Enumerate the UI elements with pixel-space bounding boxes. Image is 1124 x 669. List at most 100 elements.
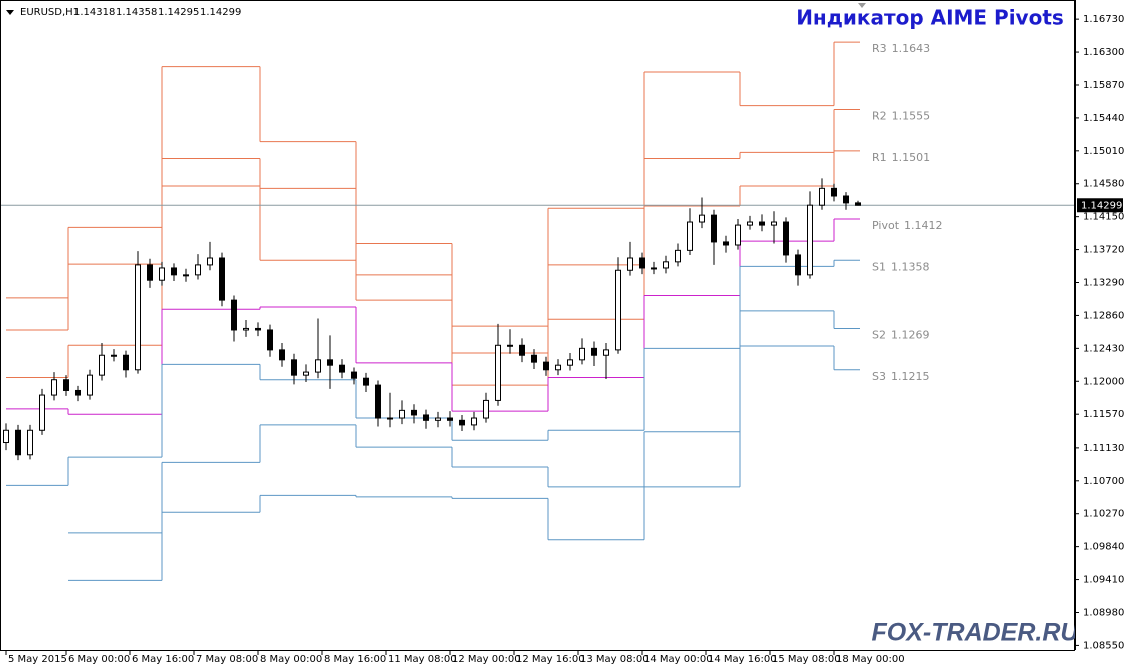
candle-body <box>543 361 549 371</box>
candle-body <box>663 261 669 269</box>
candle-body <box>627 257 633 271</box>
candle-body <box>591 347 597 356</box>
candle-body <box>111 354 117 357</box>
y-tick-label: 1.12000 <box>1083 376 1124 387</box>
candle-body <box>159 267 165 281</box>
level-value: 1.1358 <box>891 260 930 273</box>
candle-body <box>759 221 765 226</box>
candle-body <box>783 221 789 256</box>
ohlc-value: 1.14318 <box>74 7 115 18</box>
x-tick-label: 8 May 00:00 <box>260 654 322 665</box>
level-value: 1.1269 <box>891 328 930 341</box>
x-tick-label: 5 May 2015 <box>8 654 67 665</box>
symbol-menu-icon[interactable] <box>6 10 14 15</box>
x-tick-label: 7 May 08:00 <box>196 654 258 665</box>
y-tick-label: 1.16730 <box>1083 14 1124 25</box>
candle-body <box>555 364 561 371</box>
y-tick-label: 1.16300 <box>1083 47 1124 58</box>
candle-body <box>63 379 69 391</box>
candle-body <box>279 349 285 361</box>
candle-body <box>423 414 429 421</box>
candle-body <box>771 221 777 226</box>
x-tick-label: 18 May 00:00 <box>836 654 905 665</box>
candle-body <box>195 264 201 276</box>
candle-body <box>579 347 585 361</box>
level-value: 1.1215 <box>891 370 930 383</box>
level-name: R3 <box>872 42 887 55</box>
level-label: S2 1.1269 <box>872 328 929 341</box>
y-tick-label: 1.10700 <box>1083 476 1124 487</box>
candle-body <box>291 359 297 376</box>
ohlc-value: 1.14299 <box>200 7 241 18</box>
candle-body <box>411 409 417 416</box>
watermark: FOX-TRADER.RU <box>872 619 1080 647</box>
y-tick-label: 1.15870 <box>1083 80 1124 91</box>
candle-body <box>699 214 705 223</box>
candle-body <box>303 371 309 376</box>
candle-body <box>615 269 621 351</box>
candle-body <box>15 429 21 456</box>
candle-body <box>567 359 573 366</box>
y-tick-label: 1.08550 <box>1083 640 1124 651</box>
candle-body <box>687 221 693 251</box>
candle-body <box>135 264 141 371</box>
candle-body <box>375 384 381 419</box>
candle-body <box>75 389 81 396</box>
candle-body <box>459 419 465 426</box>
candle-body <box>519 344 525 356</box>
candle-body <box>219 257 225 301</box>
candle-body <box>351 371 357 379</box>
y-tick-label: 1.09840 <box>1083 542 1124 553</box>
candle-body <box>3 429 9 444</box>
y-tick-label: 1.09410 <box>1083 575 1124 586</box>
y-tick-label: 1.14580 <box>1083 179 1124 190</box>
candle-body <box>735 224 741 246</box>
candle-body <box>723 241 729 246</box>
candle-body <box>315 359 321 373</box>
shift-marker <box>858 3 866 8</box>
y-tick-label: 1.08980 <box>1083 607 1124 618</box>
y-tick-label: 1.12860 <box>1083 310 1124 321</box>
x-tick-label: 15 May 08:00 <box>772 654 841 665</box>
level-name: S3 <box>872 370 886 383</box>
x-tick-label: 14 May 00:00 <box>644 654 713 665</box>
candle-body <box>255 327 261 331</box>
y-tick-label: 1.11130 <box>1083 443 1124 454</box>
candle-body <box>819 187 825 206</box>
x-tick-label: 6 May 16:00 <box>132 654 194 665</box>
y-tick-label: 1.10270 <box>1083 509 1124 520</box>
ohlc-value: 1.14295 <box>158 7 199 18</box>
candle-body <box>471 417 477 426</box>
chart-title: Индикатор AIME Pivots <box>796 6 1064 30</box>
candle-body <box>363 377 369 386</box>
candle-body <box>747 221 753 226</box>
symbol-label: EURUSD,H1 <box>20 7 79 18</box>
level-name: S2 <box>872 328 886 341</box>
candle-body <box>39 394 45 431</box>
x-tick-label: 13 May 08:00 <box>580 654 649 665</box>
level-value: 1.1555 <box>892 109 931 122</box>
y-tick-label: 1.15440 <box>1083 113 1124 124</box>
plot-area: R3 1.1643 R2 1.1555 R1 1.1501 Pivot 1.1412 S1 1.1… <box>0 41 1075 581</box>
candle-body <box>243 327 249 331</box>
candle-body <box>447 417 453 421</box>
candle-body <box>507 344 513 347</box>
candle-body <box>495 344 501 401</box>
candle-body <box>639 257 645 269</box>
candle-body <box>795 254 801 276</box>
candle-body <box>327 359 333 366</box>
y-tick-label: 1.15010 <box>1083 146 1124 157</box>
candle-body <box>843 195 849 204</box>
x-tick-label: 12 May 16:00 <box>516 654 585 665</box>
price-axis-bg <box>1076 0 1124 669</box>
y-tick-label: 1.12430 <box>1083 343 1124 354</box>
level-label: S3 1.1215 <box>872 370 929 383</box>
candle-body <box>831 187 837 197</box>
candle-body <box>171 267 177 276</box>
y-tick-label: 1.13720 <box>1083 245 1124 256</box>
ohlc-value: 1.14358 <box>116 7 157 18</box>
candle-body <box>27 429 33 456</box>
level-name: R1 <box>872 151 887 164</box>
